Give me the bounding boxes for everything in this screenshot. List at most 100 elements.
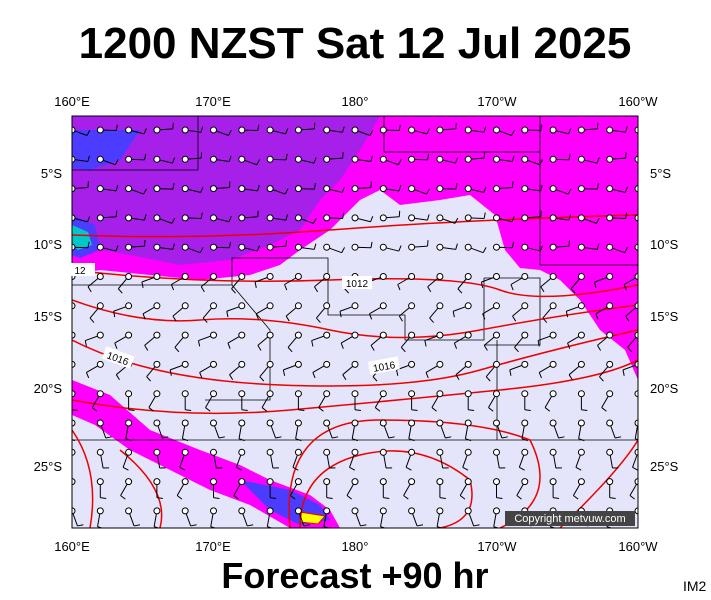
barb-feather: [341, 247, 346, 253]
barb-station: [266, 185, 274, 193]
barb-station: [96, 478, 104, 486]
lat-label-left: 10°S: [34, 237, 63, 252]
barb-feather: [445, 436, 452, 439]
barb-station: [521, 478, 529, 486]
barb-station: [266, 243, 274, 251]
barb-feather: [122, 466, 129, 471]
barb-feather: [202, 317, 208, 323]
barb-station: [634, 243, 638, 251]
barb-feather: [396, 369, 399, 376]
barb-feather: [403, 495, 409, 500]
barb-station: [72, 360, 76, 368]
isobar-label-box: [368, 356, 400, 375]
barb-station: [606, 302, 614, 310]
barb-station: [323, 419, 331, 427]
barb-station: [379, 243, 387, 251]
barb-station: [408, 273, 416, 280]
barb-feather: [62, 347, 66, 351]
barb-station: [577, 214, 585, 222]
title: 1200 NZST Sat 12 Jul 2025: [79, 19, 632, 68]
barb-station: [408, 331, 416, 339]
barb-station: [153, 331, 161, 339]
barb-station: [493, 243, 500, 251]
barb-station: [266, 126, 274, 134]
barb-station: [72, 155, 76, 163]
barb-feather: [567, 188, 572, 195]
barb-feather: [452, 311, 455, 318]
barb-feather: [512, 315, 517, 322]
barb-station: [436, 507, 444, 515]
barb-station: [379, 273, 387, 280]
barb-station: [464, 214, 472, 222]
isobar-label-box: [342, 276, 372, 289]
barb-feather: [400, 347, 406, 353]
barb-station: [181, 360, 189, 368]
barb-station: [634, 273, 638, 280]
barb-feather: [370, 216, 374, 222]
barb-station: [72, 331, 76, 339]
barb-station: [549, 390, 557, 398]
barb-station: [606, 155, 614, 163]
barb-station: [125, 155, 133, 163]
barb-feather: [314, 286, 319, 293]
barb-station: [153, 243, 161, 251]
barb-feather: [398, 124, 401, 131]
isobar-label-text: 1016: [372, 360, 396, 375]
barb-station: [379, 126, 387, 134]
barb-feather: [509, 369, 512, 376]
barb-station: [238, 126, 246, 134]
barb-station: [210, 360, 217, 368]
barb-station: [634, 214, 638, 222]
isobar-label-text: 12: [74, 266, 86, 277]
barb-feather: [231, 288, 236, 294]
barb-station: [549, 331, 557, 339]
lat-label-right: 15°S: [650, 309, 679, 324]
barb-station: [181, 273, 189, 280]
barb-feather: [114, 342, 118, 349]
barb-station: [634, 507, 638, 515]
barb-station: [294, 331, 302, 339]
barb-station: [606, 185, 614, 193]
barb-feather: [625, 212, 628, 219]
barb-station: [436, 419, 444, 427]
barb-feather: [632, 466, 638, 471]
barb-station: [493, 273, 500, 280]
barb-station: [549, 360, 557, 368]
barb-station: [72, 126, 76, 134]
barb-feather: [185, 409, 192, 412]
barb-station: [549, 273, 557, 280]
barb-station: [96, 214, 104, 222]
barb-feather: [483, 186, 487, 193]
barb-station: [436, 126, 444, 134]
barb-station: [294, 243, 302, 251]
barb-station: [634, 448, 638, 456]
barb-station: [521, 273, 529, 280]
barb-station: [238, 273, 246, 280]
barb-feather: [540, 184, 543, 191]
barb-feather: [156, 497, 163, 499]
barb-feather: [226, 311, 229, 318]
barb-feather: [594, 281, 597, 288]
barb-feather: [596, 157, 600, 164]
lat-label-left: 20°S: [34, 381, 63, 396]
barb-station: [72, 390, 76, 398]
barb-staff: [72, 481, 73, 483]
barb-station: [323, 214, 331, 222]
barb-station: [266, 448, 274, 456]
barb-station: [266, 273, 274, 280]
barb-feather: [200, 186, 204, 193]
barb-staff: [637, 188, 638, 189]
barb-station: [606, 360, 614, 368]
barb-feather: [313, 157, 317, 164]
barb-station: [549, 214, 557, 222]
barb-feather: [313, 183, 316, 190]
barb-station: [323, 185, 331, 193]
barb-feather: [578, 438, 585, 442]
barb-station: [153, 390, 161, 398]
barb-feather: [388, 436, 395, 439]
barb-feather: [115, 184, 119, 191]
barb-station: [294, 478, 302, 486]
barb-feather: [169, 369, 172, 376]
barb-station: [408, 507, 416, 515]
barb-feather: [370, 345, 375, 351]
